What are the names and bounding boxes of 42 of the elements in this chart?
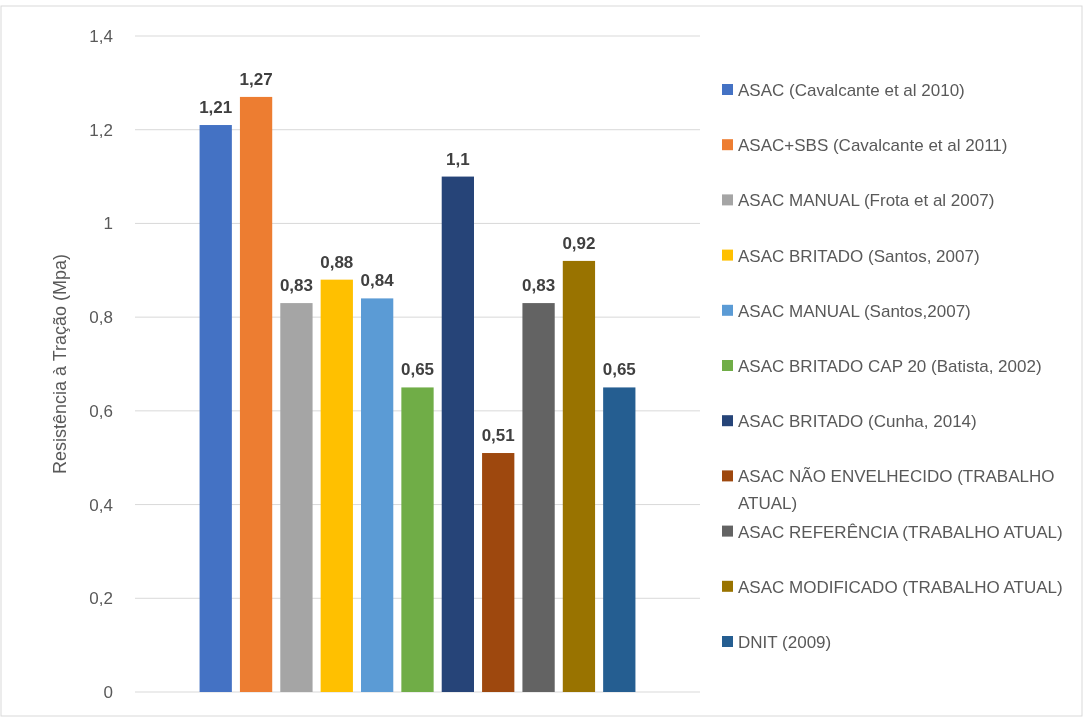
legend-label: ASAC REFERÊNCIA (TRABALHO ATUAL) <box>738 522 1063 542</box>
bar <box>522 303 555 692</box>
data-label: 0,51 <box>481 426 515 446</box>
bar <box>239 96 273 692</box>
data-label: 0,65 <box>400 360 435 380</box>
data-label: 0,88 <box>320 252 354 272</box>
y-tick-label: 0,2 <box>89 589 113 609</box>
bar <box>482 453 515 692</box>
bar <box>562 260 596 692</box>
bar <box>280 303 313 692</box>
data-label: 0,65 <box>602 360 636 380</box>
bar <box>199 125 232 692</box>
data-label: 1,27 <box>239 69 273 89</box>
y-tick-label: 0,8 <box>89 308 113 328</box>
legend-label: DNIT (2009) <box>738 632 832 652</box>
data-label: 1,21 <box>199 98 233 118</box>
y-tick-label: 0,4 <box>89 495 113 515</box>
y-tick-label: 1 <box>103 214 113 234</box>
legend-label: ASAC MANUAL (Frota et al 2007) <box>738 191 995 211</box>
y-tick-label: 0,6 <box>89 401 113 421</box>
y-axis-title: Resistência à Tração (Mpa) <box>50 253 70 475</box>
bar <box>401 387 434 692</box>
data-label: 1,1 <box>446 149 470 169</box>
data-label: 0,83 <box>279 276 313 296</box>
legend-label: ASAC BRITADO (Cunha, 2014) <box>738 412 977 432</box>
bar <box>361 298 394 692</box>
bar <box>603 387 636 692</box>
data-label: 0,92 <box>562 233 596 253</box>
y-tick-label: 1,4 <box>89 26 113 46</box>
bar <box>320 279 353 692</box>
bar <box>441 176 474 692</box>
y-tick-label: 0 <box>103 682 113 702</box>
legend-label: ASAC MANUAL (Santos,2007) <box>738 301 971 321</box>
legend-label: ASAC+SBS (Cavalcante et al 2011) <box>738 136 1008 156</box>
legend-label: ASAC MODIFICADO (TRABALHO ATUAL) <box>738 577 1063 597</box>
legend-label: ASAC BRITADO (Santos, 2007) <box>738 246 980 266</box>
data-label: 0,84 <box>360 271 395 291</box>
legend-label: ASAC NÃO ENVELHECIDO (TRABALHO ATUAL) <box>738 467 1055 514</box>
legend-label: ASAC BRITADO CAP 20 (Batista, 2002) <box>738 356 1042 376</box>
y-tick-label: 1,2 <box>89 120 113 140</box>
data-label: 0,83 <box>522 276 556 296</box>
legend-label: ASAC (Cavalcante et al 2010) <box>738 80 965 100</box>
